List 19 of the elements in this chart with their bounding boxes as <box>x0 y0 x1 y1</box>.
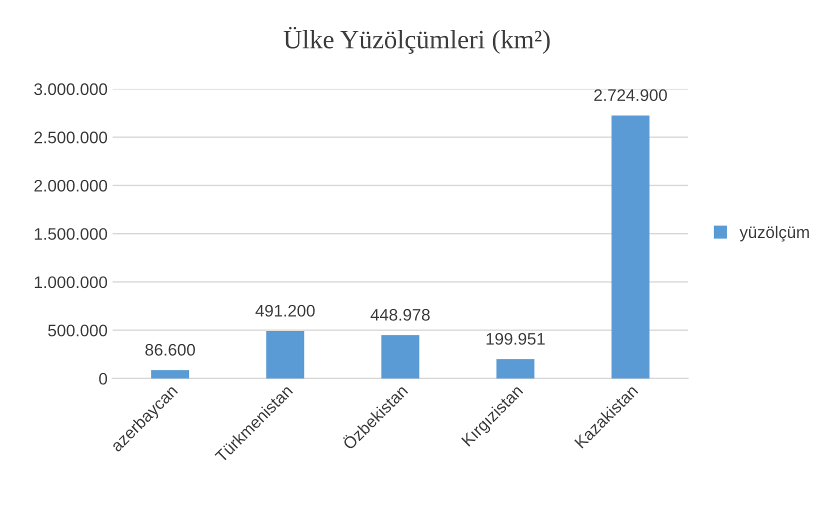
data-label: 199.951 <box>486 332 545 345</box>
chart-title: Ülke Yüzölçümleri (km²) <box>284 26 550 54</box>
y-tick-label: 1.000.000 <box>34 276 108 288</box>
bar <box>266 331 304 378</box>
data-label: 86.600 <box>145 344 195 356</box>
y-tick-label: 2.500.000 <box>34 132 108 144</box>
data-label: 491.200 <box>255 304 315 317</box>
data-label: 448.978 <box>370 308 430 321</box>
data-label: 2.724.900 <box>594 89 667 102</box>
y-tick-label: 2.000.000 <box>34 180 108 192</box>
y-tick-label: 1.500.000 <box>34 228 108 240</box>
y-tick-label: 500.000 <box>48 324 108 336</box>
legend-label: yüzölçüm <box>740 226 809 242</box>
bar <box>496 359 534 378</box>
bar <box>151 370 190 378</box>
y-tick-label: 0 <box>99 372 108 385</box>
y-tick-label: 3.000.000 <box>34 83 108 96</box>
bar <box>612 115 650 378</box>
bar <box>381 335 420 378</box>
